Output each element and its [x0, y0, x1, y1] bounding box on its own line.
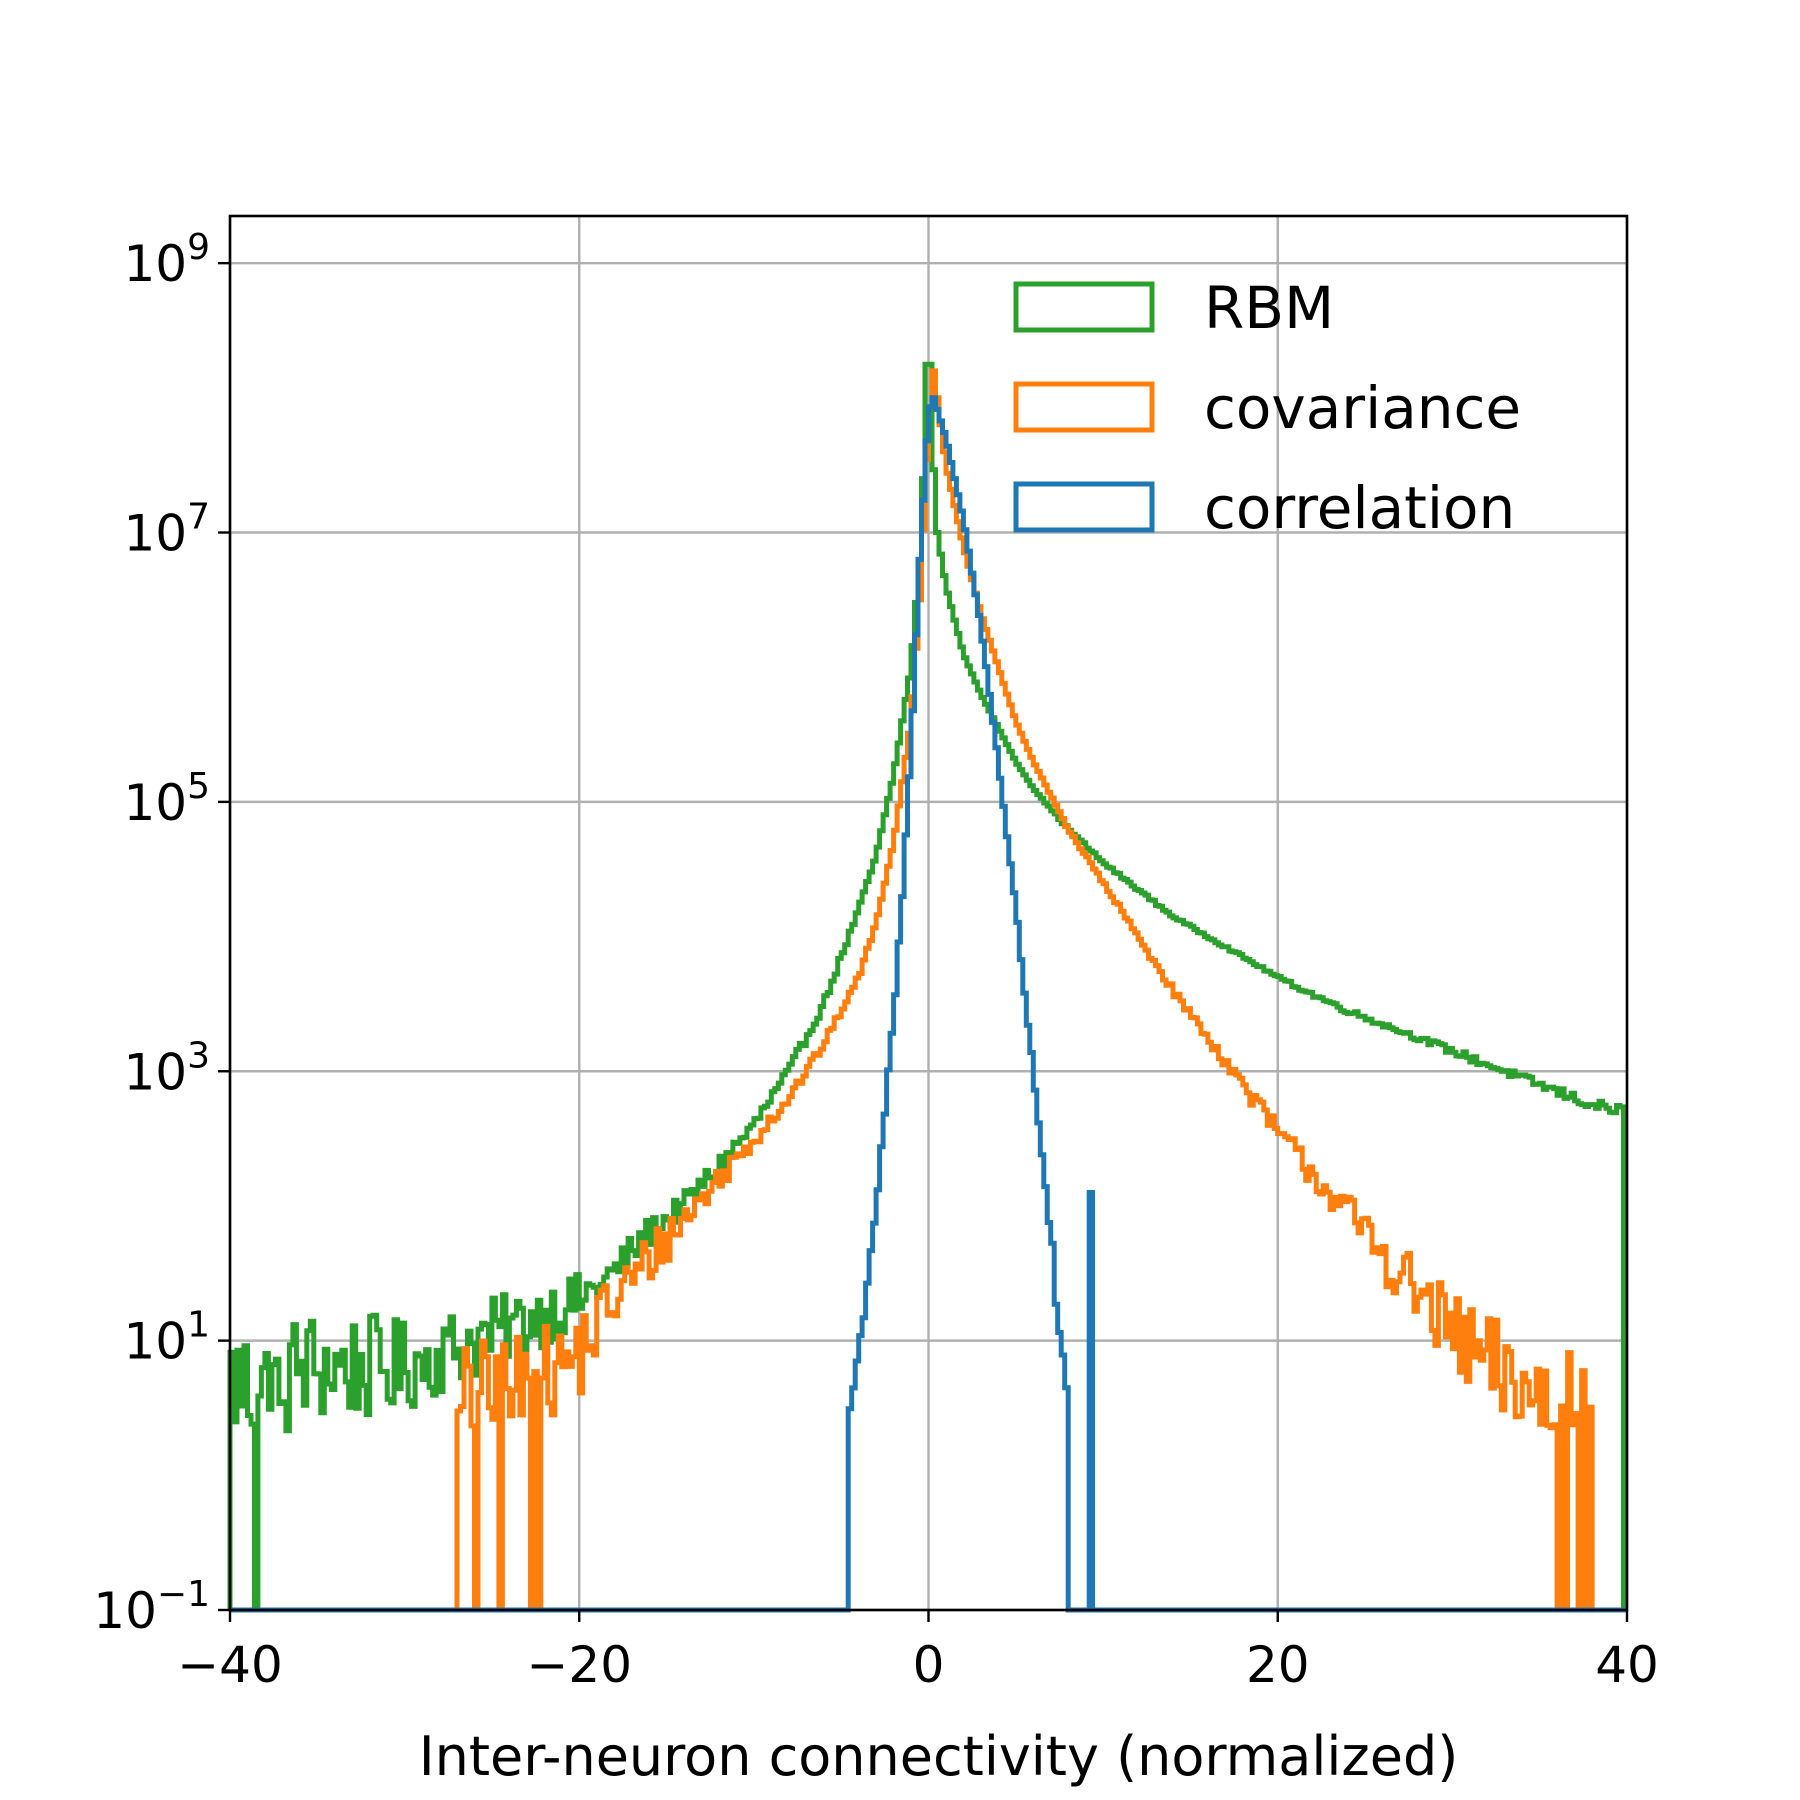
ticks: −40 −20 0 20 40 10−1 101 103 105 107 109 [93, 227, 1659, 1694]
legend-label-correlation: correlation [1204, 474, 1515, 542]
legend-swatch-covariance [1013, 381, 1155, 433]
y-tick-label: 103 [123, 1035, 210, 1101]
legend-label-covariance: covariance [1204, 374, 1521, 442]
y-tick-label: 107 [123, 497, 210, 563]
legend-swatch-rbm [1013, 281, 1155, 333]
y-tick-label: 101 [123, 1305, 210, 1371]
y-tick-label: 109 [123, 227, 210, 293]
legend-swatch-correlation [1013, 481, 1155, 533]
x-tick-label: −20 [526, 1636, 632, 1694]
legend-label-rbm: RBM [1204, 274, 1334, 342]
legend: RBM covariance correlation [1013, 274, 1521, 542]
x-tick-label: −40 [177, 1636, 283, 1694]
x-tick-label: 40 [1595, 1636, 1659, 1694]
x-tick-label: 0 [913, 1636, 945, 1694]
y-tick-label: 10−1 [93, 1574, 210, 1640]
x-axis-label: Inter-neuron connectivity (normalized) [419, 1725, 1459, 1788]
x-tick-label: 20 [1246, 1636, 1310, 1694]
y-tick-label: 105 [123, 766, 210, 832]
